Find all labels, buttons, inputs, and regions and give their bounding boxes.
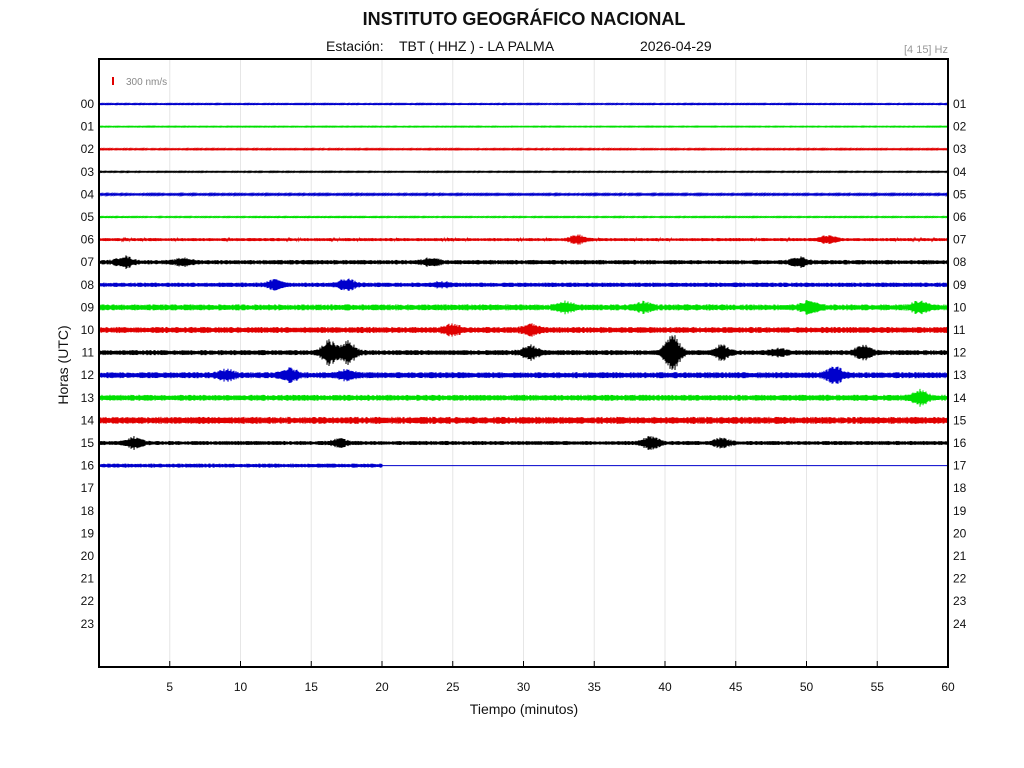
- seismic-trace-08: [98, 278, 949, 292]
- vertical-grid: [169, 60, 878, 666]
- hour-label-left: 06: [81, 233, 95, 247]
- hour-label-right: 14: [953, 391, 967, 405]
- x-tick-label: 50: [800, 680, 814, 694]
- x-tick-label: 30: [517, 680, 531, 694]
- hour-label-left: 15: [81, 436, 95, 450]
- x-tick-label: 40: [658, 680, 672, 694]
- x-tick-label: 10: [234, 680, 248, 694]
- x-axis-label: Tiempo (minutos): [470, 701, 578, 717]
- seismic-trace-14: [98, 416, 949, 424]
- hour-label-left: 10: [81, 323, 95, 337]
- hour-label-right: 09: [953, 278, 967, 292]
- hour-label-right: 23: [953, 594, 967, 608]
- hour-label-left: 17: [81, 481, 95, 495]
- hour-label-left: 11: [82, 346, 95, 360]
- hour-label-right: 18: [953, 481, 967, 495]
- hour-label-left: 21: [81, 572, 95, 586]
- hour-label-right: 07: [953, 233, 967, 247]
- station-name: TBT ( HHZ ) - LA PALMA: [399, 38, 555, 54]
- hour-label-left: 23: [81, 617, 95, 631]
- hour-label-right: 17: [953, 459, 967, 473]
- seismic-trace-05: [98, 215, 949, 219]
- x-tick-label: 45: [729, 680, 743, 694]
- hour-label-left: 00: [81, 97, 95, 111]
- hour-label-left: 02: [81, 142, 95, 156]
- hour-label-right: 19: [953, 504, 967, 518]
- chart-title: INSTITUTO GEOGRÁFICO NACIONAL: [363, 8, 686, 29]
- hour-label-right: 22: [953, 572, 967, 586]
- hour-label-right: 13: [953, 368, 967, 382]
- seismic-trace-15: [98, 436, 949, 450]
- hour-labels-left: 00 01 02 03 04 05 06 07 08 09 10 11 12 13 14 15 16 17 18 19…: [81, 97, 95, 631]
- hour-label-right: 11: [953, 323, 966, 337]
- seismic-trace-16: [98, 463, 383, 468]
- seismic-trace-10: [98, 323, 949, 337]
- hour-label-right: 15: [953, 413, 967, 427]
- hour-label-right: 04: [953, 165, 967, 179]
- x-tick-label: 35: [588, 680, 602, 694]
- hour-label-right: 16: [953, 436, 967, 450]
- hour-label-right: 21: [953, 549, 967, 563]
- hour-label-right: 12: [953, 346, 967, 360]
- seismic-trace-11: [98, 335, 949, 371]
- amplitude-scale-bar: [112, 77, 114, 85]
- x-tick-label: 60: [941, 680, 955, 694]
- hour-label-left: 01: [81, 120, 95, 134]
- hour-labels-right: 01 02 03 04 05 06 07 08 09 10 11 12 13 14 15 16 17 18 19 20…: [953, 97, 967, 631]
- station-prefix: Estación:: [326, 38, 384, 54]
- hour-label-left: 12: [81, 368, 95, 382]
- seismic-trace-13: [98, 388, 949, 407]
- hour-label-left: 20: [81, 549, 95, 563]
- y-axis-label: Horas (UTC): [55, 325, 71, 404]
- hour-label-left: 07: [81, 255, 95, 269]
- hour-label-right: 02: [953, 120, 967, 134]
- filter-band: [4 15] Hz: [904, 44, 948, 56]
- hour-label-left: 22: [81, 594, 95, 608]
- x-tick-label: 5: [166, 680, 173, 694]
- seismic-traces: [98, 102, 949, 468]
- seismic-trace-07: [98, 255, 949, 270]
- hour-label-left: 16: [81, 459, 95, 473]
- x-tick-label: 25: [446, 680, 460, 694]
- x-tick-label: 15: [305, 680, 319, 694]
- hour-label-left: 04: [81, 187, 95, 201]
- x-tick-label: 55: [871, 680, 885, 694]
- amplitude-scale-label: 300 nm/s: [126, 77, 167, 88]
- seismic-trace-09: [98, 299, 949, 315]
- seismic-trace-02: [98, 147, 949, 152]
- seismic-trace-04: [98, 191, 949, 197]
- hour-label-right: 01: [953, 97, 967, 111]
- seismic-trace-03: [98, 170, 949, 174]
- hour-label-right: 10: [953, 300, 967, 314]
- seismic-trace-12: [98, 366, 949, 384]
- x-axis-ticks: 5 10 15 20 25 30 35 40 45 50 55 60: [166, 661, 955, 694]
- hour-label-right: 24: [953, 617, 967, 631]
- plot-frame: [98, 58, 949, 668]
- seismic-trace-00: [98, 102, 949, 106]
- hour-label-right: 05: [953, 187, 967, 201]
- recording-date: 2026-04-29: [640, 38, 712, 54]
- hour-label-left: 08: [81, 278, 95, 292]
- hour-label-left: 14: [81, 413, 95, 427]
- seismic-trace-06: [98, 234, 949, 245]
- hour-label-left: 03: [81, 165, 95, 179]
- seismic-trace-01: [98, 125, 949, 129]
- hour-label-left: 13: [81, 391, 95, 405]
- hour-label-left: 09: [81, 300, 95, 314]
- x-tick-label: 20: [375, 680, 389, 694]
- hour-label-right: 06: [953, 210, 967, 224]
- hour-label-left: 19: [81, 526, 95, 540]
- hour-label-right: 08: [953, 255, 967, 269]
- hour-label-right: 20: [953, 526, 967, 540]
- hour-label-right: 03: [953, 142, 967, 156]
- hour-label-left: 18: [81, 504, 95, 518]
- hour-label-left: 05: [81, 210, 95, 224]
